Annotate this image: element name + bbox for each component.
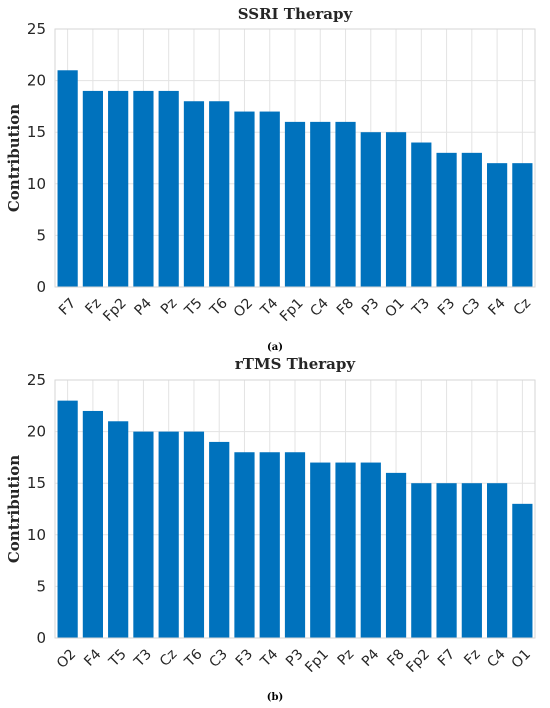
bar-O2 <box>234 111 255 287</box>
bar-F3 <box>436 152 457 287</box>
x-tick-label: O2 <box>231 295 256 320</box>
x-tick-label: Cz <box>157 646 180 669</box>
bar-Cz <box>512 163 533 287</box>
x-tick-label: Pz <box>335 646 357 668</box>
x-tick-label: P4 <box>359 646 383 670</box>
x-tick-label: C4 <box>307 295 332 320</box>
x-tick-label: Fp2 <box>100 295 130 325</box>
x-tick-label: Fp1 <box>277 295 307 325</box>
x-tick-label: F7 <box>56 295 79 318</box>
y-axis-label: Contribution <box>5 104 23 212</box>
bar-Fp2 <box>411 483 432 638</box>
x-tick-label: C3 <box>206 646 231 671</box>
bar-P4 <box>360 462 381 638</box>
bar-P3 <box>360 132 381 287</box>
x-tick-label: Fp1 <box>302 646 332 676</box>
bar-T5 <box>108 421 129 638</box>
bar-T6 <box>183 431 205 638</box>
x-tick-label: O1 <box>382 295 407 320</box>
x-tick-label: F4 <box>485 295 508 318</box>
x-tick-label: T3 <box>131 646 155 670</box>
bar-P3 <box>284 452 306 638</box>
x-tick-label: Fp2 <box>403 646 433 676</box>
y-tick-label: 25 <box>27 20 46 38</box>
x-tick-label: P3 <box>359 295 383 319</box>
bar-C4 <box>487 483 508 638</box>
bar-P4 <box>133 90 154 287</box>
bar-F7 <box>436 483 457 638</box>
plot-frame <box>54 379 536 639</box>
x-tick-label: T5 <box>181 295 205 319</box>
bar-C3 <box>209 441 230 638</box>
y-tick-label: 5 <box>36 226 46 244</box>
x-tick-label: T5 <box>105 646 129 670</box>
bar-O2 <box>57 400 78 638</box>
x-tick-label: F3 <box>435 295 458 318</box>
x-tick-label: T4 <box>257 295 281 319</box>
x-tick-label: O2 <box>54 646 79 671</box>
figure-caption: (a) <box>267 342 283 353</box>
x-tick-label: T6 <box>206 295 230 319</box>
bar-T3 <box>133 431 154 638</box>
y-tick-label: 10 <box>27 526 46 544</box>
x-tick-label: T4 <box>257 646 281 670</box>
bar-F7 <box>57 70 78 287</box>
bar-T3 <box>411 142 432 287</box>
bar-Fp1 <box>284 121 306 287</box>
y-tick-label: 20 <box>27 423 46 441</box>
x-tick-label: P4 <box>131 295 155 319</box>
figure-caption: (b) <box>267 692 283 703</box>
bar-T5 <box>183 101 205 288</box>
x-tick-label: T6 <box>181 646 205 670</box>
bar-Pz <box>158 90 179 287</box>
bar-Fp2 <box>108 90 129 287</box>
x-tick-label: F4 <box>81 646 104 669</box>
bar-F8 <box>335 121 356 287</box>
chart-title: SSRI Therapy <box>238 5 354 23</box>
y-tick-label: 5 <box>36 577 46 595</box>
x-tick-label: F7 <box>435 646 458 669</box>
y-axis-label: Contribution <box>5 455 23 563</box>
bar-Fz <box>461 483 482 638</box>
bar-F4 <box>82 410 103 638</box>
bar-O1 <box>512 503 533 638</box>
y-tick-label: 0 <box>36 278 46 296</box>
bar-T4 <box>259 111 280 287</box>
bar-C3 <box>461 152 482 287</box>
x-tick-label: Fz <box>461 646 483 668</box>
x-tick-label: T3 <box>409 295 433 319</box>
bar-T4 <box>259 452 280 638</box>
plot-frame <box>54 28 536 288</box>
x-tick-label: Pz <box>158 295 180 317</box>
y-tick-label: 20 <box>27 72 46 90</box>
x-tick-label: C3 <box>459 295 484 320</box>
y-tick-label: 0 <box>36 629 46 647</box>
y-tick-label: 25 <box>27 371 46 389</box>
bar-Fz <box>82 90 103 287</box>
x-tick-label: F3 <box>233 646 256 669</box>
bar-F8 <box>385 472 407 638</box>
y-tick-label: 10 <box>27 175 46 193</box>
bar-O1 <box>385 132 407 287</box>
y-tick-label: 15 <box>27 474 46 492</box>
chart-title: rTMS Therapy <box>235 355 356 373</box>
x-tick-label: Cz <box>511 295 534 318</box>
bar-Cz <box>158 431 179 638</box>
bar-C4 <box>310 121 331 287</box>
bar-Pz <box>335 462 356 638</box>
x-tick-label: C4 <box>484 646 509 671</box>
bar-F4 <box>487 163 508 287</box>
bar-Fp1 <box>310 462 331 638</box>
bar-F3 <box>234 452 255 638</box>
x-tick-label: F8 <box>334 295 357 318</box>
x-tick-label: O1 <box>509 646 534 671</box>
y-tick-label: 15 <box>27 123 46 141</box>
bar-T6 <box>209 101 230 288</box>
